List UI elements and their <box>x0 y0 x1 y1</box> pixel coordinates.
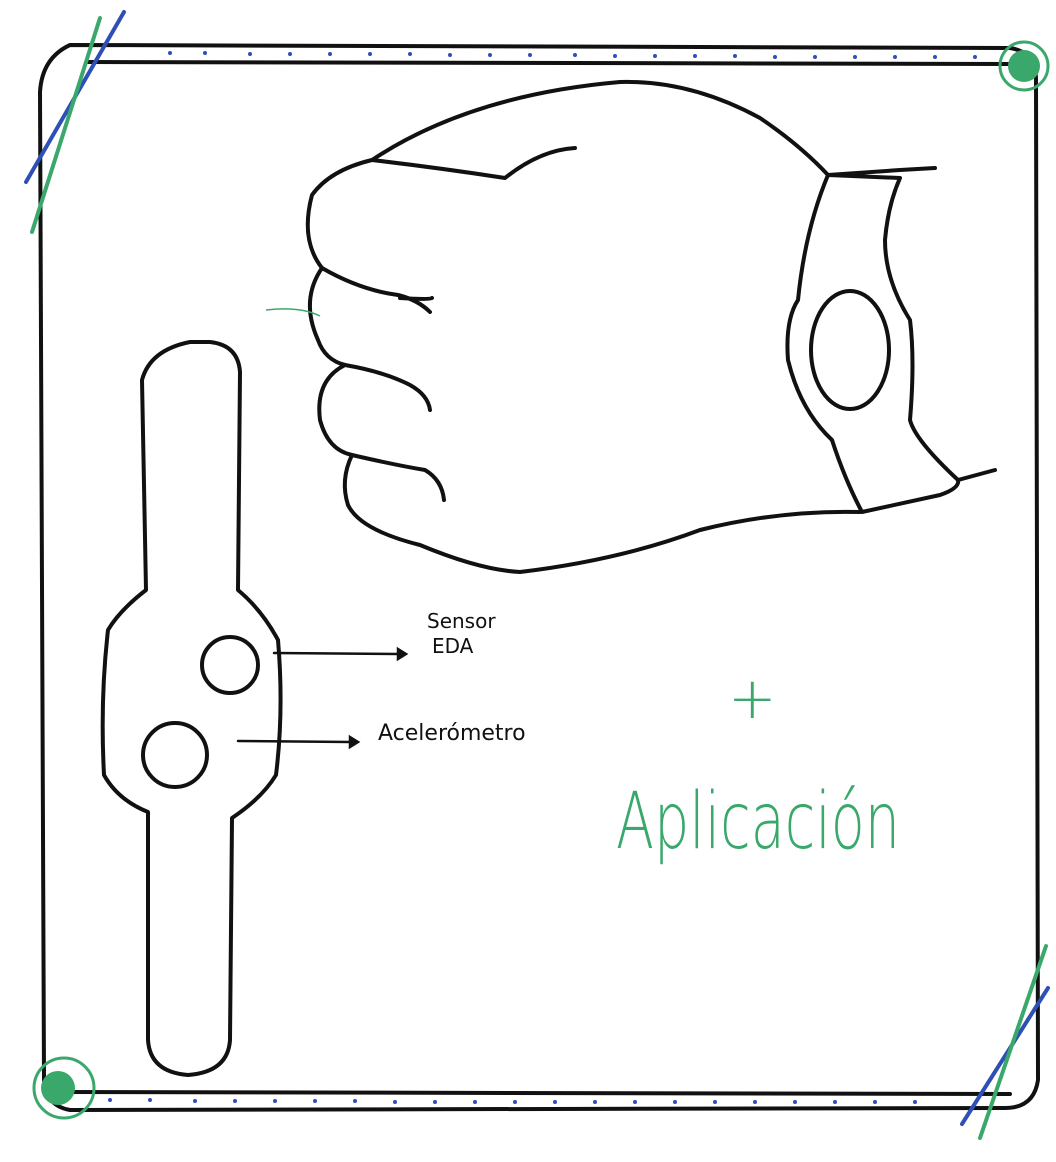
eda-sensor <box>200 635 260 695</box>
band-illustration <box>100 340 283 1077</box>
green-scribble <box>265 308 321 317</box>
plus-sign: + <box>728 664 777 732</box>
watch-face <box>809 289 891 411</box>
corner-strokes-bottom-right <box>960 944 1050 1140</box>
app-label: Aplicación <box>616 777 900 867</box>
frame-inner-top <box>86 60 1014 66</box>
sketch-frame <box>38 43 1040 1112</box>
accelerometer-arrow <box>236 739 352 744</box>
bottom-dot-rail <box>108 1098 917 1104</box>
corner-dot-bottom-left <box>32 1056 96 1120</box>
fist-illustration <box>305 79 997 574</box>
top-dot-rail <box>168 51 977 59</box>
corner-strokes-top-left <box>24 10 126 234</box>
eda-label: EDA <box>432 634 474 658</box>
accelerometer-sensor <box>141 721 209 789</box>
fist-outline <box>305 79 830 270</box>
sensor-label: Sensor <box>427 609 496 633</box>
corner-dot-top-right <box>998 40 1050 92</box>
eda-arrow <box>272 651 400 656</box>
frame-outer <box>38 43 1040 1112</box>
wristband <box>785 173 961 514</box>
accelerometer-label: Acelerómetro <box>378 721 526 746</box>
frame-inner-bottom <box>58 1090 1012 1096</box>
arrows <box>236 646 409 750</box>
band-outline <box>100 340 283 1077</box>
